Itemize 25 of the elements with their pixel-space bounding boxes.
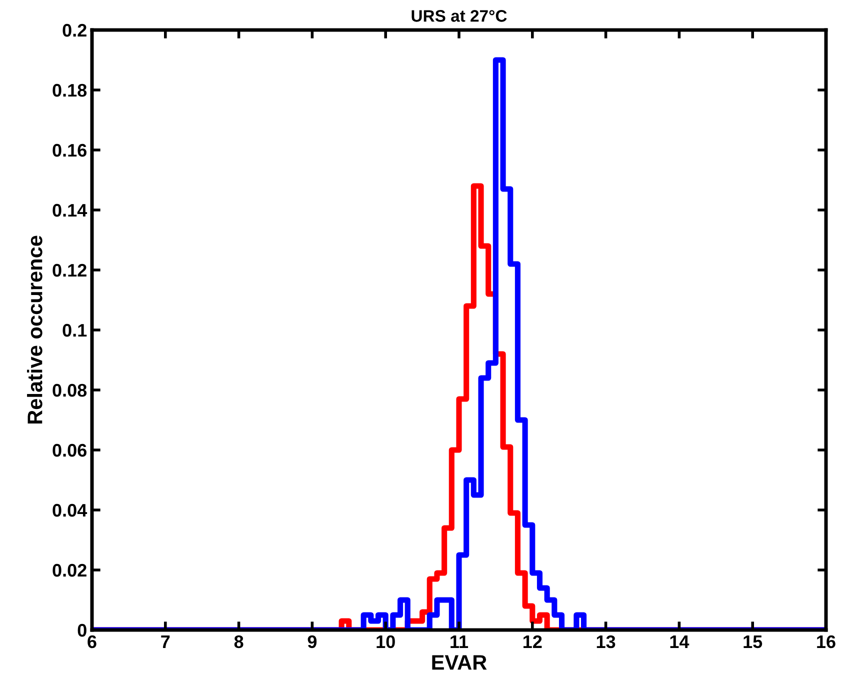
- y-tick-label: 0.2: [62, 24, 86, 37]
- y-tick-label: 0.18: [52, 84, 87, 97]
- x-tick-label: 9: [308, 635, 317, 648]
- y-tick-label: 0.14: [52, 204, 88, 217]
- chart-title: URS at 27°C: [412, 10, 507, 22]
- y-tick-label: 0.08: [52, 384, 87, 397]
- y-tick-label: 0.1: [62, 324, 87, 337]
- x-tick-label: 15: [744, 636, 762, 648]
- x-tick-label: 7: [161, 636, 170, 648]
- x-tick-label: 13: [596, 635, 616, 648]
- y-tick-label: 0.02: [52, 564, 86, 577]
- x-axis-title: EVAR: [432, 655, 487, 670]
- y-axis-title: Relative occurence: [27, 236, 42, 424]
- y-tick-label: 0.04: [52, 504, 88, 517]
- x-tick-label: 16: [817, 635, 836, 648]
- y-tick-label: 0: [78, 624, 86, 637]
- y-tick-label: 0.12: [52, 264, 86, 277]
- x-tick-label: 6: [88, 635, 96, 648]
- x-tick-label: 12: [523, 635, 542, 648]
- x-tick-label: 8: [234, 635, 244, 648]
- x-tick-label: 11: [450, 636, 468, 648]
- y-tick-label: 0.06: [52, 444, 86, 457]
- y-tick-label: 0.16: [52, 144, 86, 157]
- x-tick-label: 14: [670, 636, 690, 648]
- x-tick-label: 10: [376, 635, 395, 648]
